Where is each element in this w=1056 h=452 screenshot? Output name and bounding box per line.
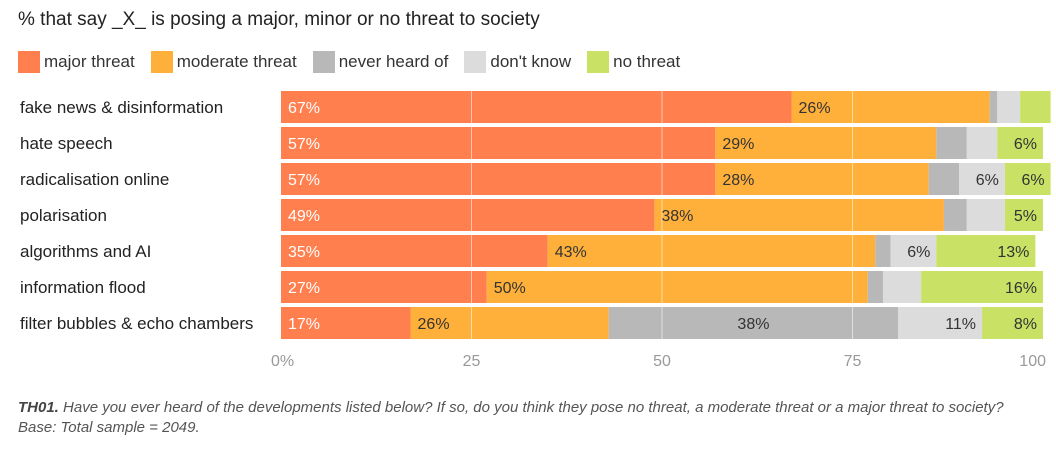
data-label: 43% [555, 244, 587, 261]
footnote-text: Have you ever heard of the developments … [18, 399, 1004, 436]
x-tick-label: 50 [653, 353, 671, 370]
legend-swatch [312, 51, 335, 73]
bar-never-heard-of [867, 271, 883, 303]
bar-never-heard-of [928, 163, 960, 195]
legend-item-don-t-know: don't know [464, 51, 571, 73]
bar-moderate-threat [486, 271, 868, 303]
data-label: 6% [907, 244, 930, 261]
bar-don-t-know [959, 163, 1005, 195]
legend-swatch [18, 51, 40, 73]
legend-item-no-threat: no threat [587, 51, 680, 73]
legend-label: major threat [44, 52, 135, 71]
legend-swatch [464, 51, 487, 73]
bar-moderate-threat [715, 163, 929, 195]
data-label: 28% [722, 172, 754, 189]
category-label: filter bubbles & echo chambers [20, 314, 253, 333]
data-label: 5% [1014, 208, 1037, 225]
bar-moderate-threat [654, 199, 944, 231]
data-label: 26% [799, 100, 831, 117]
bar-no-threat [1020, 91, 1051, 123]
bar-major-threat [281, 127, 716, 159]
legend-item-moderate-threat: moderate threat [150, 51, 297, 73]
legend-label: never heard of [338, 52, 449, 71]
legend-label: moderate threat [176, 52, 297, 71]
category-label: polarisation [20, 206, 107, 225]
bar-major-threat [281, 91, 792, 123]
bar-don-t-know [966, 199, 1005, 231]
bar-no-threat [997, 127, 1043, 159]
legend: major threat moderate threat never heard o… [18, 50, 696, 74]
data-label: 38% [661, 208, 693, 225]
bar-major-threat [281, 199, 655, 231]
bar-don-t-know [890, 235, 937, 267]
data-label: 17% [288, 316, 320, 333]
category-label: hate speech [20, 134, 113, 153]
x-tick-label: 0% [271, 353, 294, 370]
category-label: algorithms and AI [20, 242, 151, 261]
bar-moderate-threat [715, 127, 937, 159]
bar-never-heard-of [608, 307, 899, 339]
data-label: 29% [722, 136, 754, 153]
legend-swatch [150, 51, 173, 73]
bar-never-heard-of [989, 91, 998, 123]
category-label: radicalisation online [20, 170, 169, 189]
bar-never-heard-of [875, 235, 891, 267]
legend-item-major-threat: major threat [18, 51, 135, 73]
bar-don-t-know [997, 91, 1021, 123]
footnote-label: TH01. [18, 399, 59, 416]
data-label: 27% [288, 280, 320, 297]
bar-no-threat [1004, 199, 1043, 231]
legend-label: don't know [490, 52, 572, 71]
bar-don-t-know [882, 271, 922, 303]
data-label: 11% [945, 316, 976, 333]
x-tick-label: 25 [463, 353, 481, 370]
stacked-bar-chart: fake news & disinformation hate speech rad… [20, 89, 1051, 370]
data-label: 16% [1005, 280, 1037, 297]
bar-no-threat [936, 235, 1036, 267]
bar-no-threat [1004, 163, 1051, 195]
data-label: 6% [1014, 136, 1037, 153]
data-label: 57% [288, 172, 320, 189]
bar-don-t-know [898, 307, 983, 339]
data-label: 57% [288, 136, 320, 153]
bar-major-threat [281, 163, 716, 195]
bar-major-threat [281, 271, 487, 303]
data-label: 6% [976, 172, 999, 189]
data-label: 26% [418, 316, 450, 333]
data-label: 13% [997, 244, 1029, 261]
bar-no-threat [982, 307, 1043, 339]
x-tick-label: 75 [844, 353, 862, 370]
legend-swatch [587, 51, 610, 73]
bar-major-threat [281, 235, 548, 267]
bar-major-threat [281, 307, 411, 339]
x-tick-label: 100 [1019, 353, 1046, 370]
category-label: information flood [20, 278, 146, 297]
bar-moderate-threat [791, 91, 990, 123]
data-label: 49% [288, 208, 320, 225]
bar-never-heard-of [936, 127, 967, 159]
legend-label: no threat [613, 52, 681, 71]
category-label: fake news & disinformation [20, 98, 223, 117]
data-label: 6% [1021, 172, 1044, 189]
bar-moderate-threat [410, 307, 609, 339]
bar-moderate-threat [547, 235, 876, 267]
bar-never-heard-of [943, 199, 967, 231]
bar-no-threat [921, 271, 1043, 303]
data-label: 50% [494, 280, 526, 297]
data-label: 35% [288, 244, 320, 261]
data-label: 38% [737, 316, 769, 333]
footnote: TH01. Have you ever heard of the develop… [18, 398, 1028, 438]
legend-item-never-heard-of: never heard of [312, 51, 449, 73]
data-label: 67% [288, 100, 320, 117]
data-label: 8% [1014, 316, 1037, 333]
bar-don-t-know [966, 127, 998, 159]
chart-title: % that say _X_ is posing a major, minor … [18, 9, 540, 30]
